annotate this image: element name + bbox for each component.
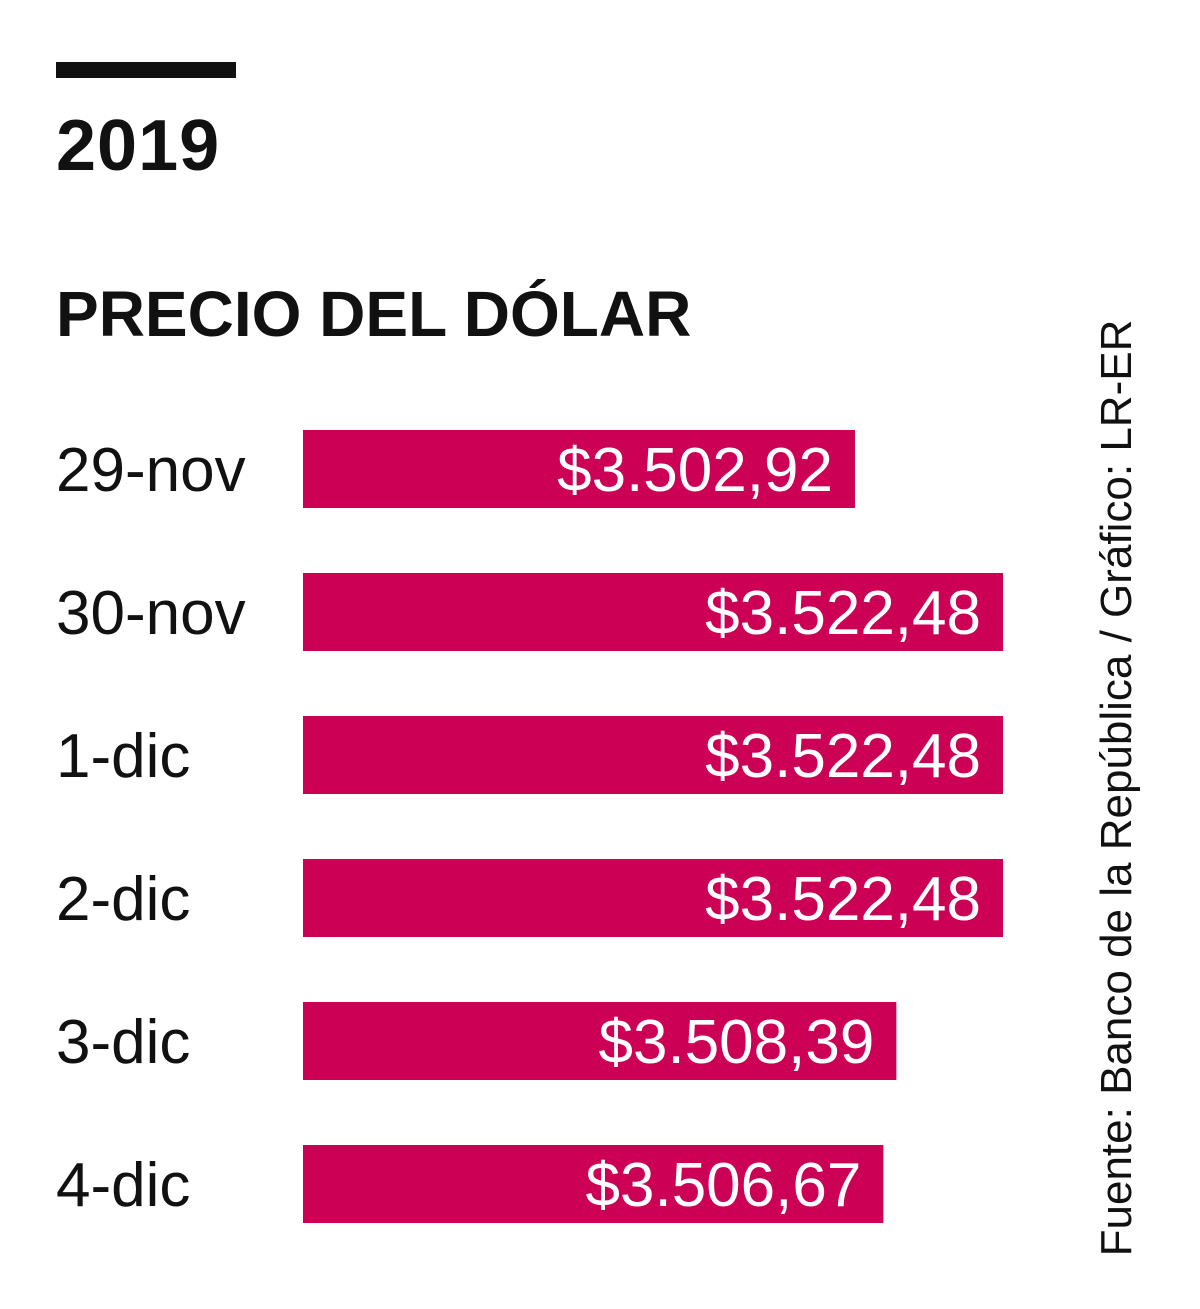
category-label: 30-nov: [56, 579, 246, 648]
category-label: 29-nov: [56, 436, 246, 505]
category-label: 1-dic: [56, 722, 190, 791]
bar-value-label: $3.506,67: [586, 1151, 862, 1220]
source-text: Fuente: Banco de la República / Gráfico:…: [1092, 319, 1141, 1257]
category-label: 4-dic: [56, 1151, 190, 1220]
bar: [303, 1002, 897, 1080]
year-label: 2019: [56, 106, 221, 186]
bar: [303, 716, 1003, 794]
top-rule: [56, 62, 236, 78]
bar: [303, 859, 1003, 937]
bar: [303, 430, 855, 508]
bar-value-label: $3.508,39: [599, 1008, 875, 1077]
bar: [303, 1145, 884, 1223]
bar-value-label: $3.522,48: [705, 579, 981, 648]
bar-value-label: $3.502,92: [557, 436, 833, 505]
category-label: 3-dic: [56, 1008, 190, 1077]
bar-value-label: $3.522,48: [705, 865, 981, 934]
bar-value-label: $3.522,48: [705, 722, 981, 791]
chart-title: PRECIO DEL DÓLAR: [56, 278, 692, 350]
category-label: 2-dic: [56, 865, 190, 934]
bar: [303, 573, 1003, 651]
